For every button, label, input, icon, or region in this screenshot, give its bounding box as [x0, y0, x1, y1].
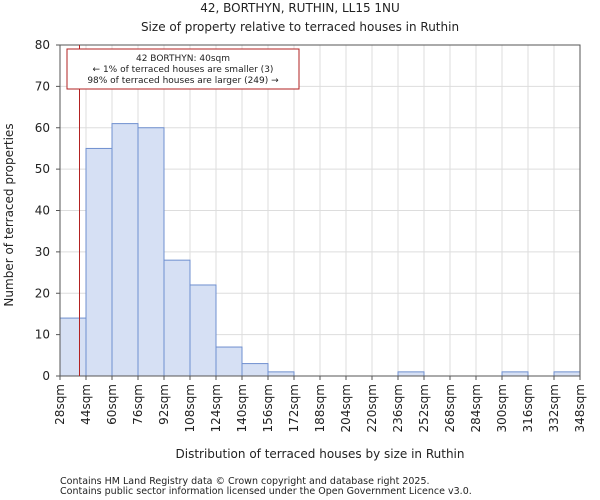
x-tick-label: 204sqm: [339, 384, 353, 432]
x-tick-label: 172sqm: [287, 384, 301, 432]
histogram-bar: [189, 284, 217, 377]
x-tick-label: 236sqm: [391, 384, 405, 432]
x-tick-label: 220sqm: [365, 384, 379, 432]
y-tick-label: 10: [35, 328, 50, 342]
y-tick-label: 60: [35, 121, 50, 135]
y-tick-label: 50: [35, 162, 50, 176]
y-tick-label: 20: [35, 286, 50, 300]
x-tick-label: 108sqm: [183, 384, 197, 432]
y-tick-label: 30: [35, 245, 50, 259]
footer-line-1: Contains HM Land Registry data © Crown c…: [60, 476, 430, 487]
x-tick-label: 316sqm: [521, 384, 535, 432]
histogram-bar: [267, 371, 295, 377]
x-tick-label: 348sqm: [573, 384, 587, 432]
y-tick-label: 0: [42, 369, 50, 383]
histogram-bar: [111, 123, 139, 377]
x-tick-label: 300sqm: [495, 384, 509, 432]
histogram-bar: [397, 371, 425, 377]
histogram-bar: [163, 259, 191, 377]
histogram-bar: [241, 363, 269, 377]
y-tick-label: 40: [35, 204, 50, 218]
footer-line-2: Contains public sector information licen…: [60, 486, 472, 497]
x-tick-label: 252sqm: [417, 384, 431, 432]
x-tick-label: 156sqm: [261, 384, 275, 432]
histogram-bar: [553, 371, 581, 377]
x-tick-label: 28sqm: [53, 384, 67, 425]
x-tick-label: 140sqm: [235, 384, 249, 432]
chart-subtitle: Size of property relative to terraced ho…: [141, 20, 459, 34]
chart-title: 42, BORTHYN, RUTHIN, LL15 1NU: [200, 1, 400, 15]
y-tick-label: 80: [35, 38, 50, 52]
x-tick-label: 60sqm: [105, 384, 119, 425]
annotation-line-2: ← 1% of terraced houses are smaller (3): [93, 65, 274, 75]
histogram-bar: [85, 147, 113, 377]
annotation-line-3: 98% of terraced houses are larger (249) …: [87, 76, 279, 86]
x-tick-label: 92sqm: [157, 384, 171, 425]
x-tick-label: 188sqm: [313, 384, 327, 432]
histogram-bar: [137, 127, 165, 377]
histogram-bar: [501, 371, 529, 377]
x-tick-label: 332sqm: [547, 384, 561, 432]
x-tick-labels: 28sqm 44sqm 60sqm 76sqm 92sqm 108sqm 124sqm 140…: [53, 376, 587, 432]
x-tick-label: 44sqm: [79, 384, 93, 425]
annotation-line-1: 42 BORTHYN: 40sqm: [136, 54, 230, 64]
x-tick-label: 268sqm: [443, 384, 457, 432]
x-axis-label: Distribution of terraced houses by size …: [176, 447, 465, 461]
x-tick-label: 124sqm: [209, 384, 223, 432]
y-tick-label: 70: [35, 79, 50, 93]
annotation-box: [66, 48, 300, 90]
x-tick-label: 284sqm: [469, 384, 483, 432]
y-tick-labels: 0 10 20 30 40 50 60 70 80: [35, 38, 60, 383]
y-axis-label: Number of terraced properties: [2, 123, 16, 306]
x-tick-label: 76sqm: [131, 384, 145, 425]
histogram-bar: [215, 346, 243, 377]
bars: [59, 123, 581, 377]
histogram-bar: [59, 317, 87, 377]
